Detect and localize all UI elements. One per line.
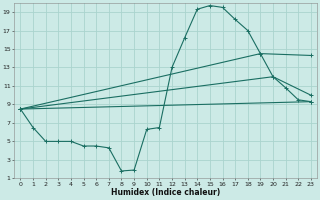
X-axis label: Humidex (Indice chaleur): Humidex (Indice chaleur): [111, 188, 220, 197]
